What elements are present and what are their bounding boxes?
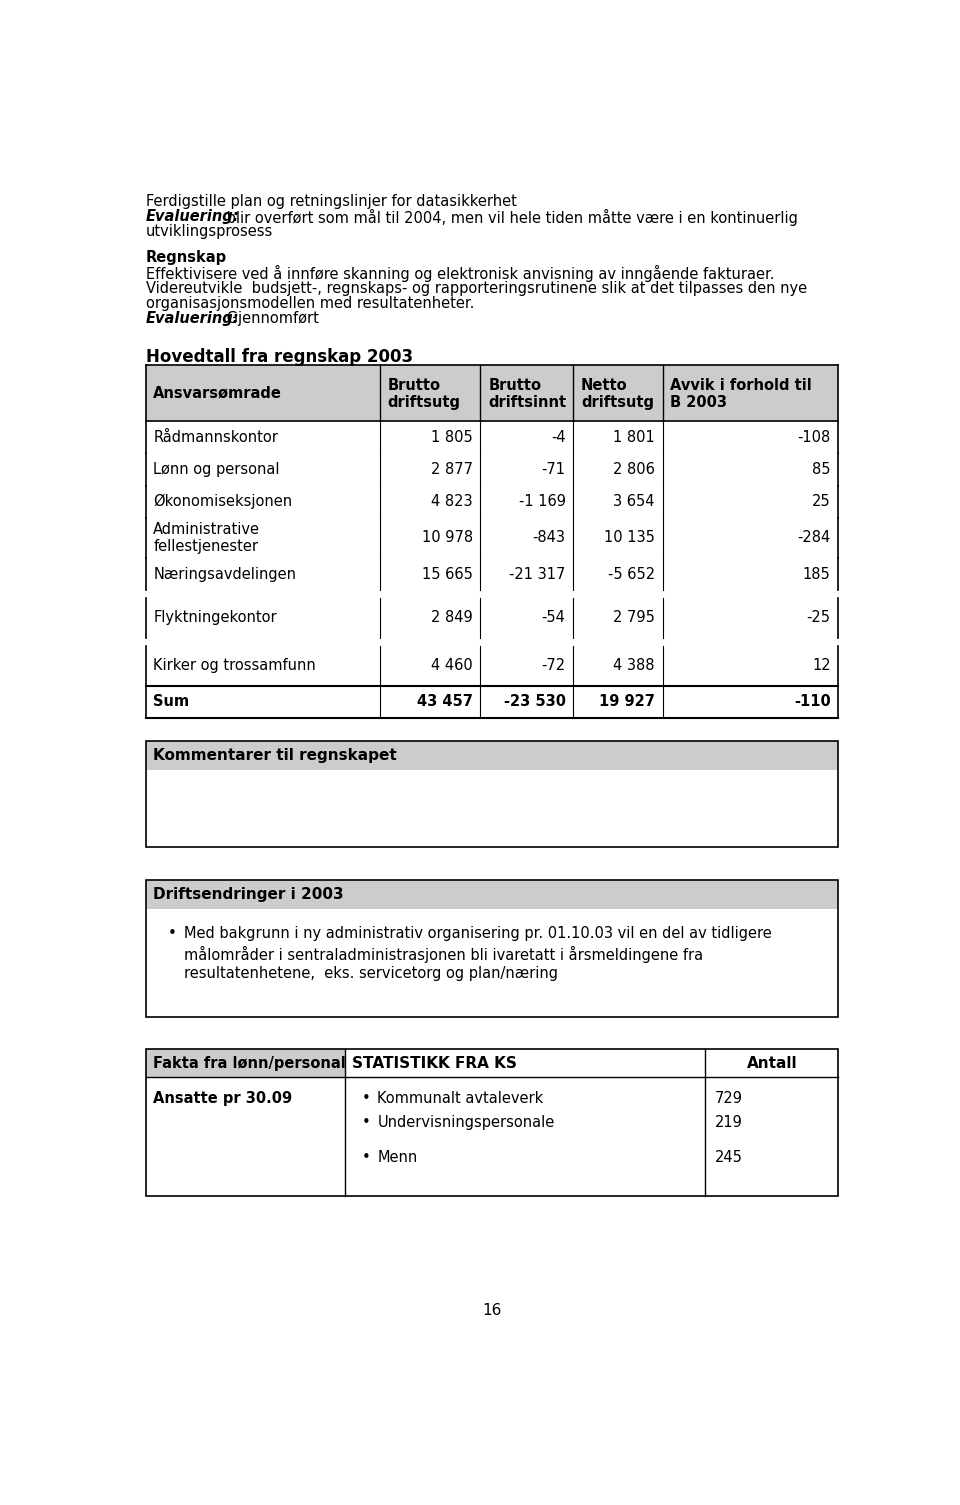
Text: Næringsavdelingen: Næringsavdelingen [154,566,297,581]
Text: -843: -843 [533,530,565,545]
Text: 10 978: 10 978 [421,530,472,545]
Text: driftsutg: driftsutg [388,394,461,409]
Text: Flyktningekontor: Flyktningekontor [154,611,276,626]
Text: •: • [362,1115,371,1130]
Text: 3 654: 3 654 [613,494,655,509]
Text: -4: -4 [551,429,565,444]
Text: Netto: Netto [581,378,628,393]
Text: Lønn og personal: Lønn og personal [154,462,279,477]
Text: Ansvarsømrade: Ansvarsømrade [154,385,282,400]
Text: 12: 12 [812,658,830,673]
Text: Evaluering:: Evaluering: [146,312,239,327]
Text: -25: -25 [806,611,830,626]
Text: Menn: Menn [377,1150,418,1165]
Text: STATISTIKK FRA KS: STATISTIKK FRA KS [352,1055,517,1070]
Text: Ferdigstille plan og retningslinjer for datasikkerhet: Ferdigstille plan og retningslinjer for … [146,194,516,209]
Text: 245: 245 [714,1150,742,1165]
Text: -108: -108 [798,429,830,444]
Text: -23 530: -23 530 [504,694,565,709]
Text: 2 877: 2 877 [431,462,472,477]
Text: 1 801: 1 801 [613,429,655,444]
Text: 185: 185 [803,566,830,581]
Text: 2 795: 2 795 [612,611,655,626]
Text: 2 806: 2 806 [612,462,655,477]
Text: •: • [167,926,176,941]
Text: -284: -284 [798,530,830,545]
Text: 15 665: 15 665 [421,566,472,581]
Text: Fakta fra lønn/personal: Fakta fra lønn/personal [154,1055,346,1070]
Bar [146,1049,345,1078]
Text: 2 849: 2 849 [431,611,472,626]
Text: 219: 219 [714,1115,742,1130]
Text: fellestjenester: fellestjenester [154,539,258,554]
Text: Kommentarer til regnskapet: Kommentarer til regnskapet [154,748,397,763]
Text: -72: -72 [541,658,565,673]
Text: Brutto: Brutto [388,378,441,393]
Text: -21 317: -21 317 [509,566,565,581]
Text: -1 169: -1 169 [518,494,565,509]
Text: Effektivisere ved å innføre skanning og elektronisk anvisning av inngående faktu: Effektivisere ved å innføre skanning og … [146,265,774,283]
Bar [146,366,838,421]
Text: Med bakgrunn i ny administrativ organisering pr. 01.10.03 vil en del av tidliger: Med bakgrunn i ny administrativ organise… [184,926,772,941]
Text: Sum: Sum [154,694,189,709]
Text: Hovedtall fra regnskap 2003: Hovedtall fra regnskap 2003 [146,348,413,366]
Text: driftsinnt: driftsinnt [488,394,566,409]
Text: Kommunalt avtaleverk: Kommunalt avtaleverk [377,1091,543,1106]
Text: B 2003: B 2003 [670,394,728,409]
Text: Rådmannskontor: Rådmannskontor [154,429,278,444]
Bar [146,740,838,771]
Bar [146,1049,838,1196]
Text: Videreutvikle  budsjett-, regnskaps- og rapporteringsrutinene slik at det tilpas: Videreutvikle budsjett-, regnskaps- og r… [146,281,806,295]
Text: Avvik i forhold til: Avvik i forhold til [670,378,812,393]
Text: Driftsendringer i 2003: Driftsendringer i 2003 [154,886,344,901]
Text: 1 805: 1 805 [431,429,472,444]
Text: målområder i sentraladministrasjonen bli ivaretatt i årsmeldingene fra: målområder i sentraladministrasjonen bli… [184,947,704,963]
Text: Undervisningspersonale: Undervisningspersonale [377,1115,555,1130]
Text: Ansatte pr 30.09: Ansatte pr 30.09 [154,1091,293,1106]
Bar [146,880,838,1017]
Text: 43 457: 43 457 [417,694,472,709]
Text: Antall: Antall [747,1055,797,1070]
Text: 10 135: 10 135 [604,530,655,545]
Text: -71: -71 [541,462,565,477]
Text: blir overført som mål til 2004, men vil hele tiden måtte være i en kontinuerlig: blir overført som mål til 2004, men vil … [222,209,798,226]
Text: •: • [362,1091,371,1106]
Text: 4 388: 4 388 [613,658,655,673]
Text: 25: 25 [812,494,830,509]
Text: 4 460: 4 460 [431,658,472,673]
Text: 85: 85 [812,462,830,477]
Text: Regnskap: Regnskap [146,250,227,265]
Text: Evaluering:: Evaluering: [146,209,239,224]
Text: organisasjonsmodellen med resultatenheter.: organisasjonsmodellen med resultatenhete… [146,296,474,312]
Text: 4 823: 4 823 [431,494,472,509]
Text: •: • [362,1150,371,1165]
Text: -54: -54 [541,611,565,626]
Text: Administrative: Administrative [154,522,260,537]
Text: Brutto: Brutto [488,378,541,393]
Text: -5 652: -5 652 [608,566,655,581]
Text: driftsutg: driftsutg [581,394,654,409]
Bar [146,740,838,847]
Text: Gjennomført: Gjennomført [222,312,319,327]
Text: 19 927: 19 927 [599,694,655,709]
Bar [146,880,838,909]
Text: 16: 16 [482,1303,502,1318]
Text: utviklingsprosess: utviklingsprosess [146,224,273,239]
Text: -110: -110 [794,694,830,709]
Text: 729: 729 [714,1091,742,1106]
Text: resultatenhetene,  eks. servicetorg og plan/næring: resultatenhetene, eks. servicetorg og pl… [184,966,559,981]
Text: Økonomiseksjonen: Økonomiseksjonen [154,494,293,509]
Text: Kirker og trossamfunn: Kirker og trossamfunn [154,658,316,673]
